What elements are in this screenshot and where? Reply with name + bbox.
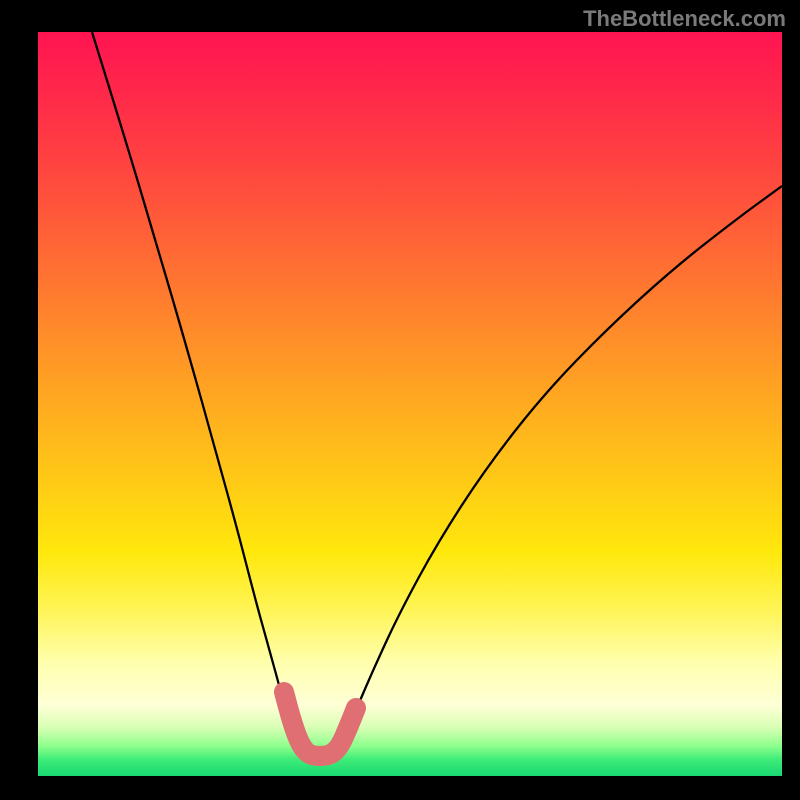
chart-svg: [0, 0, 800, 800]
watermark-text: TheBottleneck.com: [583, 6, 786, 32]
plot-background: [38, 32, 782, 776]
